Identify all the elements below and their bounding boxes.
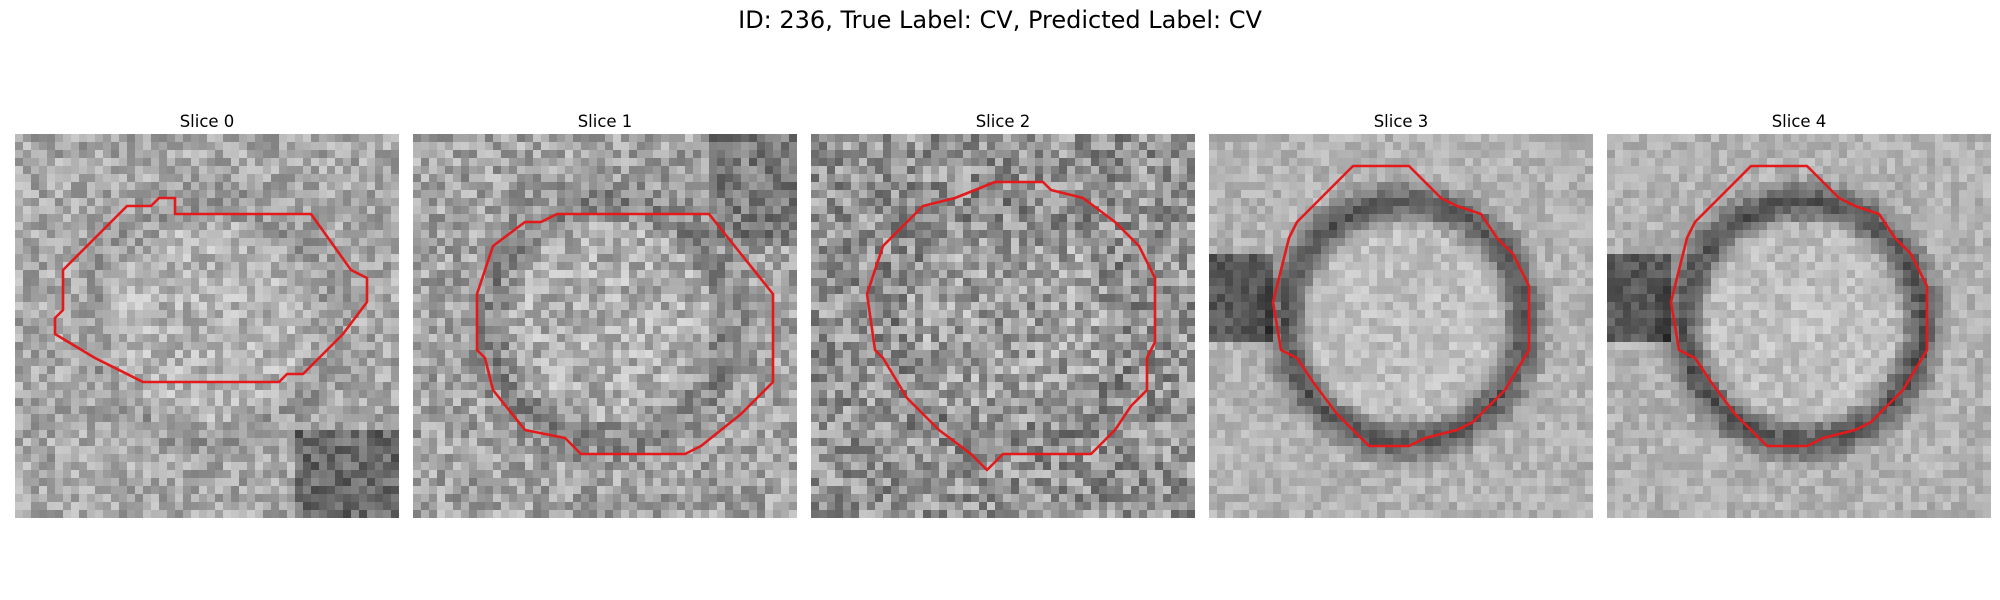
figure-title: ID: 236, True Label: CV, Predicted Label… [738,6,1262,34]
slice-image-2 [811,134,1195,518]
slice-panel-3: Slice 3 [1209,110,1593,518]
slice-title-4: Slice 4 [1771,112,1827,131]
contour-0 [53,196,369,384]
slice-image-1 [413,134,797,518]
contour-1 [475,212,775,456]
slice-title-0: Slice 0 [179,112,235,131]
slice-image-0 [15,134,399,518]
slice-title-3: Slice 3 [1373,112,1429,131]
slice-title-2: Slice 2 [975,112,1031,131]
slice-image-4 [1607,134,1991,518]
contour-2 [865,180,1157,472]
slice-panel-0: Slice 0 [15,110,399,518]
slice-panel-1: Slice 1 [413,110,797,518]
contour-4 [1669,164,1929,448]
contour-3 [1271,164,1531,448]
slice-panel-4: Slice 4 [1607,110,1991,518]
slice-panel-2: Slice 2 [811,110,1195,518]
slice-image-3 [1209,134,1593,518]
slice-title-1: Slice 1 [577,112,633,131]
